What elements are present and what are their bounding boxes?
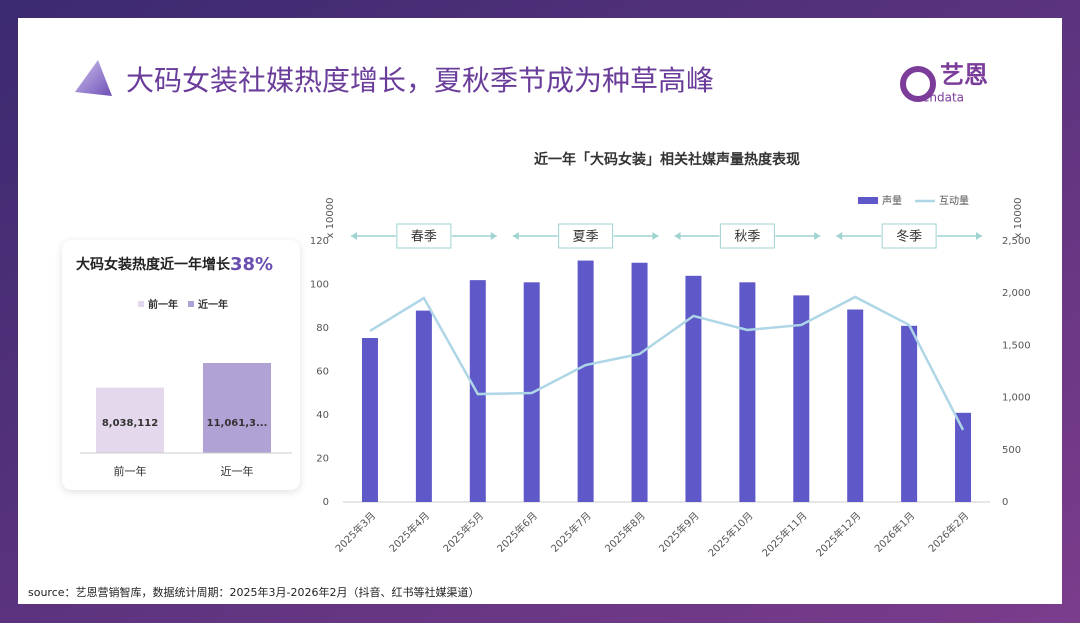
bar <box>685 275 702 502</box>
bar <box>901 325 918 502</box>
arrow-head <box>836 232 843 240</box>
arrow-head <box>490 232 497 240</box>
y2-tick-label: 2,000 <box>1002 288 1031 299</box>
bar <box>739 282 756 502</box>
legend-swatch <box>858 197 878 204</box>
bar <box>847 309 864 502</box>
arrow-head <box>351 232 357 240</box>
arrow-head <box>976 232 982 240</box>
legend-label: 前一年 <box>148 298 178 311</box>
bar <box>203 363 271 453</box>
side-title-text: 大码女装热度近一年增长 <box>76 256 231 273</box>
slide-title: 大码女装社媒热度增长，夏秋季节成为种草高峰 <box>126 64 714 97</box>
y-tick-label: 40 <box>316 410 329 421</box>
bar <box>96 387 164 453</box>
value-label: 11,061,3... <box>207 418 268 429</box>
y-tick-label: 60 <box>316 367 329 378</box>
logo: 艺恩 <box>940 61 988 89</box>
y-tick-label: 0 <box>323 497 329 508</box>
legend-swatch <box>188 301 194 307</box>
season-label: 秋季 <box>734 230 760 245</box>
bar <box>793 295 810 502</box>
x-tick-label: 近一年 <box>221 464 254 478</box>
season-box <box>396 223 452 249</box>
x-tick-label: 前一年 <box>114 464 147 478</box>
y2-tick-label: 500 <box>1002 445 1021 456</box>
season-label: 冬季 <box>896 229 922 245</box>
bar <box>577 260 594 502</box>
value-label: 8,038,112 <box>102 418 158 429</box>
source: source：艺恩营销智库，数据统计周期：2025年3月-2026年2月（抖音、… <box>28 585 479 599</box>
y2-tick-label: 1,000 <box>1002 393 1031 404</box>
y2-tick-label: 1,500 <box>1002 340 1031 351</box>
title-icon <box>75 60 112 96</box>
bar <box>469 280 486 502</box>
season-box <box>558 223 614 249</box>
season-box <box>719 223 775 249</box>
y-tick-label: 120 <box>310 236 329 247</box>
arrow-head <box>652 232 659 240</box>
side-title: 大码女装热度近一年增长38% <box>76 254 273 275</box>
y-axis-label: x 10000 <box>325 198 336 239</box>
arrow-head <box>512 232 519 240</box>
legend-label: 声量 <box>882 194 902 207</box>
bar <box>631 262 648 502</box>
arrow-head <box>674 232 681 240</box>
arrow-head <box>814 232 821 240</box>
line <box>369 295 965 431</box>
y-tick-label: 80 <box>316 323 329 334</box>
legend-swatch <box>138 301 144 307</box>
y2-axis-label: x 10000 <box>1013 198 1024 239</box>
bar <box>415 310 432 502</box>
legend-label: 近一年 <box>198 298 228 311</box>
side-title-highlight: 38% <box>230 254 273 275</box>
bar <box>955 412 972 502</box>
season-label: 夏季 <box>573 230 599 245</box>
y-tick-label: 100 <box>310 280 329 291</box>
logo-sub: endata <box>922 91 964 105</box>
y-tick-label: 20 <box>316 454 329 465</box>
chart-title: 近一年「大码女装」相关社媒声量热度表现 <box>534 151 800 168</box>
season-box <box>881 223 937 249</box>
legend-label: 互动量 <box>939 195 969 207</box>
season-label: 春季 <box>411 230 437 245</box>
bar <box>361 338 378 502</box>
logo-mark <box>900 66 936 102</box>
y2-tick-label: 2,500 <box>1002 236 1031 247</box>
y2-tick-label: 0 <box>1002 497 1008 508</box>
